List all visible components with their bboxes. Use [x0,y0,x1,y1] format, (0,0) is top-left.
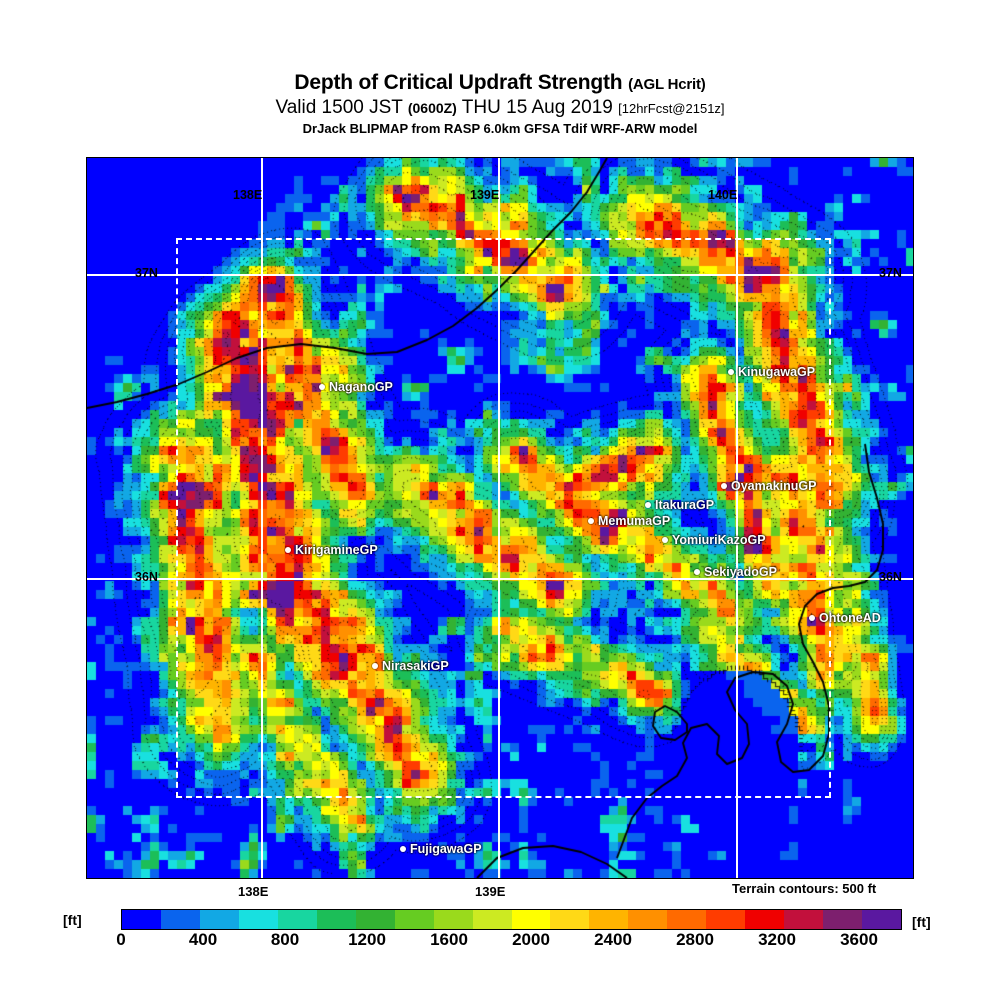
station-dot-icon [694,569,700,575]
station-dot-icon [372,663,378,669]
colorbar-unit-left: [ft] [63,912,82,928]
model-source-line: DrJack BLIPMAP from RASP 6.0km GFSA Tdif… [302,121,698,136]
station-marker[interactable]: NirasakiGP [372,659,449,673]
chart-title-main: Depth of Critical Updraft Strength [294,71,623,94]
station-marker[interactable]: KinugawaGP [728,365,815,379]
station-marker[interactable]: ItakuraGP [645,498,714,512]
graticule-meridian [261,158,263,878]
station-label: FujigawaGP [410,842,482,856]
colorbar-segment [745,910,785,929]
station-dot-icon [588,518,594,524]
colorbar-segment [628,910,668,929]
station-label: NaganoGP [329,380,393,394]
colorbar-segment [706,910,746,929]
colorbar-legend: [ft] 0 400 800 1200 1600 2000 2400 2800 3200 3600… [0,905,1000,953]
colorbar-tick: 1600 [430,930,468,949]
valid-time-local: Valid 1500 JST [275,97,403,118]
station-marker[interactable]: MemumaGP [588,514,670,528]
x-axis-tick-label: 139E [475,884,506,899]
station-label: NirasakiGP [382,659,449,673]
station-dot-icon [645,502,651,508]
station-marker[interactable]: SekiyadoGP [694,565,777,579]
station-label: OyamakinuGP [731,479,817,493]
valid-time-utc: (0600Z) [407,100,457,116]
colorbar-segment [433,910,473,929]
station-marker[interactable]: OhtoneAD [809,611,881,625]
colorbar-segment [823,910,863,929]
station-marker[interactable]: NaganoGP [319,380,393,394]
colorbar-tick: 3200 [758,930,796,949]
colorbar-segment [277,910,317,929]
station-label: OhtoneAD [819,611,881,625]
forecast-raster [87,158,913,878]
station-label: MemumaGP [598,514,671,528]
colorbar-tick: 3600 [840,930,878,949]
graticule-label: 36N [135,570,158,584]
valid-date: THU 15 Aug 2019 [461,97,613,118]
graticule-parallel [87,578,913,580]
station-dot-icon [728,369,734,375]
station-marker[interactable]: OyamakinuGP [721,479,816,493]
colorbar-segment [160,910,200,929]
valid-time-line: Valid 1500 JST (0600Z) THU 15 Aug 2019 [… [0,98,1000,117]
colorbar-tick: 2800 [676,930,714,949]
chart-title-subtitle: (AGL Hcrit) [628,76,706,93]
graticule-meridian [498,158,500,878]
x-axis-tick-label: 138E [238,884,269,899]
inner-domain-box [176,238,831,798]
graticule-label: 139E [470,188,500,202]
station-label: KirigamineGP [295,543,378,557]
colorbar-segment [355,910,395,929]
station-label: SekiyadoGP [704,565,777,579]
map-panel[interactable]: 138E 139E 140E 37N 36N 37N 36N NaganoGP Kinugaw… [86,157,914,879]
colorbar-tick: 1200 [348,930,386,949]
colorbar-segment [199,910,239,929]
terrain-contour-note: Terrain contours: 500 ft [732,881,877,896]
colorbar-segment [511,910,551,929]
station-dot-icon [809,615,815,621]
colorbar-segment [550,910,590,929]
colorbar-segment [472,910,512,929]
colorbar-segment [316,910,356,929]
station-label: YomiuriKazoGP [672,533,766,547]
station-dot-icon [319,384,325,390]
station-marker[interactable]: KirigamineGP [285,543,378,557]
colorbar-tick: 2000 [512,930,550,949]
colorbar-tick: 400 [188,930,218,949]
graticule-label: 36N [879,570,902,584]
graticule-label: 140E [708,188,738,202]
station-dot-icon [662,537,668,543]
colorbar-tick-labels: 0 400 800 1200 1600 2000 2400 2800 3200 3600 [116,930,900,952]
colorbar-tick: 800 [270,930,300,949]
graticule-label: 37N [135,266,158,280]
station-marker[interactable]: YomiuriKazoGP [662,533,766,547]
station-dot-icon [285,547,291,553]
colorbar-segment [238,910,278,929]
colorbar-strip [121,909,902,930]
graticule-label: 37N [879,266,902,280]
station-label: ItakuraGP [655,498,715,512]
colorbar-segment [667,910,707,929]
station-label: KinugawaGP [738,365,816,379]
colorbar-segment [589,910,629,929]
station-dot-icon [400,846,406,852]
title-block: Depth of Critical Updraft Strength (AGL … [0,72,1000,135]
colorbar-segment [394,910,434,929]
colorbar-segment [122,910,161,929]
station-marker[interactable]: FujigawaGP [400,842,482,856]
colorbar-unit-right: [ft] [912,914,931,930]
chart-title: Depth of Critical Updraft Strength (AGL … [0,72,1000,93]
forecast-tag: [12hrFcst@2151z] [618,101,725,116]
station-dot-icon [721,483,727,489]
colorbar-segment [862,910,902,929]
graticule-meridian [736,158,738,878]
colorbar-segment [784,910,824,929]
colorbar-tick: 0 [116,930,126,949]
graticule-label: 138E [233,188,263,202]
graticule-parallel [87,274,913,276]
colorbar-tick: 2400 [594,930,632,949]
